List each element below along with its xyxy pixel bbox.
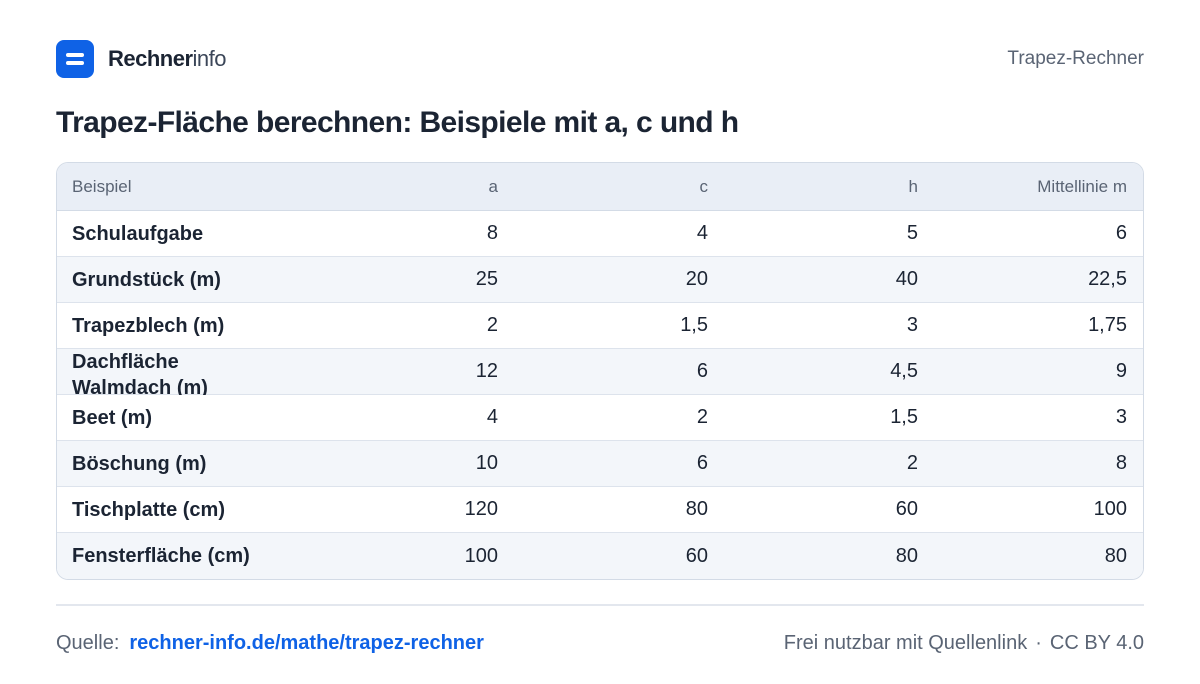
- cell-h: 2: [906, 452, 918, 474]
- cell-a: 100: [464, 544, 498, 567]
- cell-m: 3: [1115, 406, 1127, 428]
- row-label: Böschung (m): [72, 452, 207, 475]
- brand-logo[interactable]: Rechnerinfo: [56, 40, 227, 78]
- cell-c: 4: [696, 222, 708, 244]
- cell-h: 5: [906, 222, 918, 244]
- cell-a: 12: [475, 360, 498, 382]
- row-label: Schulaufgabe: [72, 222, 204, 245]
- brand-name-light: info: [192, 46, 227, 71]
- license-separator: ·: [1035, 631, 1042, 654]
- row-label: Fensterfläche (cm): [72, 545, 250, 567]
- cell-c: 6: [696, 360, 708, 382]
- cell-h: 80: [895, 544, 918, 567]
- cell-a: 8: [486, 222, 498, 244]
- page-label: Trapez-Rechner: [1007, 48, 1144, 69]
- row-label: Beet (m): [72, 406, 153, 429]
- source-label: Quelle:: [56, 631, 120, 654]
- cell-m: 22,5: [1088, 268, 1127, 290]
- cell-h: 4,5: [890, 360, 918, 382]
- page-footer: Quelle: rechner-info.de/mathe/trapez-rec…: [56, 628, 1144, 658]
- license-badge: CC BY 4.0: [1049, 631, 1144, 654]
- cell-a: 2: [486, 314, 498, 336]
- cell-c: 60: [685, 544, 708, 567]
- table-row: Beet (m) 4 2 1,5 3: [57, 395, 1143, 441]
- table-row: Fensterfläche (cm) 100 60 80 80: [57, 533, 1143, 579]
- cell-a: 120: [464, 498, 498, 520]
- cell-c: 6: [696, 452, 708, 474]
- row-label: Trapezblech (m): [72, 314, 225, 337]
- row-label: Tischplatte (cm): [72, 498, 225, 521]
- cell-m: 100: [1093, 498, 1127, 520]
- table-row: Dachfläche Walmdach (m) 12 6 4,5 9: [57, 349, 1143, 395]
- cell-m: 1,75: [1088, 314, 1127, 336]
- table-row: Trapezblech (m) 2 1,5 3 1,75: [57, 303, 1143, 349]
- cell-m: 8: [1115, 452, 1127, 474]
- cell-m: 9: [1115, 360, 1127, 382]
- cell-c: 20: [685, 268, 708, 290]
- source-link[interactable]: rechner-info.de/mathe/trapez-rechner: [129, 631, 484, 654]
- brand-name-strong: Rechner: [108, 46, 193, 71]
- cell-m: 6: [1115, 222, 1127, 244]
- cell-h: 3: [906, 314, 918, 336]
- cell-h: 40: [895, 268, 918, 290]
- license-line: Frei nutzbar mit Quellenlink · CC BY 4.0: [784, 632, 1144, 655]
- column-header-a: a: [488, 176, 498, 196]
- column-header-c: c: [699, 176, 709, 196]
- cell-a: 10: [475, 452, 498, 474]
- row-label: Grundstück (m): [72, 268, 221, 291]
- table-header-row: Beispiel a c h Mittellinie m: [57, 163, 1143, 211]
- table-row: Böschung (m) 10 6 2 8: [57, 441, 1143, 487]
- cell-a: 4: [486, 406, 498, 428]
- brand-name: Rechnerinfo: [108, 46, 227, 72]
- table-row: Schulaufgabe 8 4 5 6: [57, 211, 1143, 257]
- column-header-mittellinie: Mittellinie m: [1037, 176, 1127, 196]
- cell-h: 60: [895, 498, 918, 520]
- examples-table: Beispiel a c h Mittellinie m Schulaufgab…: [56, 162, 1144, 580]
- cell-c: 1,5: [680, 314, 708, 336]
- page-title: Trapez-Fläche berechnen: Beispiele mit a…: [56, 106, 739, 139]
- cell-m: 80: [1104, 544, 1127, 567]
- logo-icon: [56, 40, 94, 78]
- cell-a: 25: [475, 268, 498, 290]
- license-text: Frei nutzbar mit Quellenlink: [783, 631, 1028, 654]
- row-label: Dachfläche Walmdach (m): [72, 350, 208, 395]
- table-row: Grundstück (m) 25 20 40 22,5: [57, 257, 1143, 303]
- source-line: Quelle: rechner-info.de/mathe/trapez-rec…: [56, 632, 484, 655]
- cell-c: 80: [685, 498, 708, 520]
- page-header: Rechnerinfo Trapez-Rechner: [56, 40, 1144, 78]
- column-header-beispiel: Beispiel: [72, 176, 132, 196]
- column-header-h: h: [908, 176, 918, 196]
- cell-c: 2: [696, 406, 708, 428]
- cell-h: 1,5: [890, 406, 918, 428]
- footer-divider: [56, 604, 1144, 606]
- table-row: Tischplatte (cm) 120 80 60 100: [57, 487, 1143, 533]
